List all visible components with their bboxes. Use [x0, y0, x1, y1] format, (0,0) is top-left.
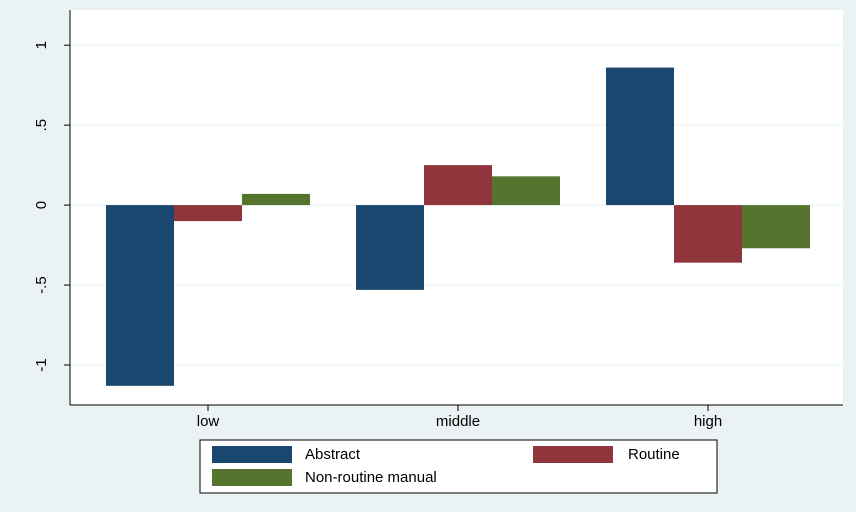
- bar: [106, 205, 174, 386]
- y-tick-label: 1: [33, 41, 50, 49]
- legend-label: Non-routine manual: [305, 469, 437, 486]
- bar: [606, 67, 674, 206]
- y-tick-label: -1: [33, 358, 50, 371]
- legend-label: Routine: [628, 446, 680, 463]
- y-tick-label: .5: [33, 119, 50, 132]
- bar: [356, 205, 424, 290]
- x-tick-label: low: [197, 413, 220, 430]
- bar: [492, 176, 560, 206]
- legend-swatch: [533, 446, 613, 463]
- legend-label: Abstract: [305, 446, 361, 463]
- bar: [742, 205, 810, 249]
- x-tick-label: middle: [436, 413, 480, 430]
- legend-swatch: [212, 446, 292, 463]
- x-tick-label: high: [694, 413, 722, 430]
- bar: [242, 193, 310, 206]
- y-tick-label: 0: [33, 201, 50, 209]
- bar: [674, 205, 742, 263]
- y-tick-label: -.5: [33, 276, 50, 294]
- legend-swatch: [212, 469, 292, 486]
- bar: [174, 205, 242, 222]
- bar: [424, 165, 492, 206]
